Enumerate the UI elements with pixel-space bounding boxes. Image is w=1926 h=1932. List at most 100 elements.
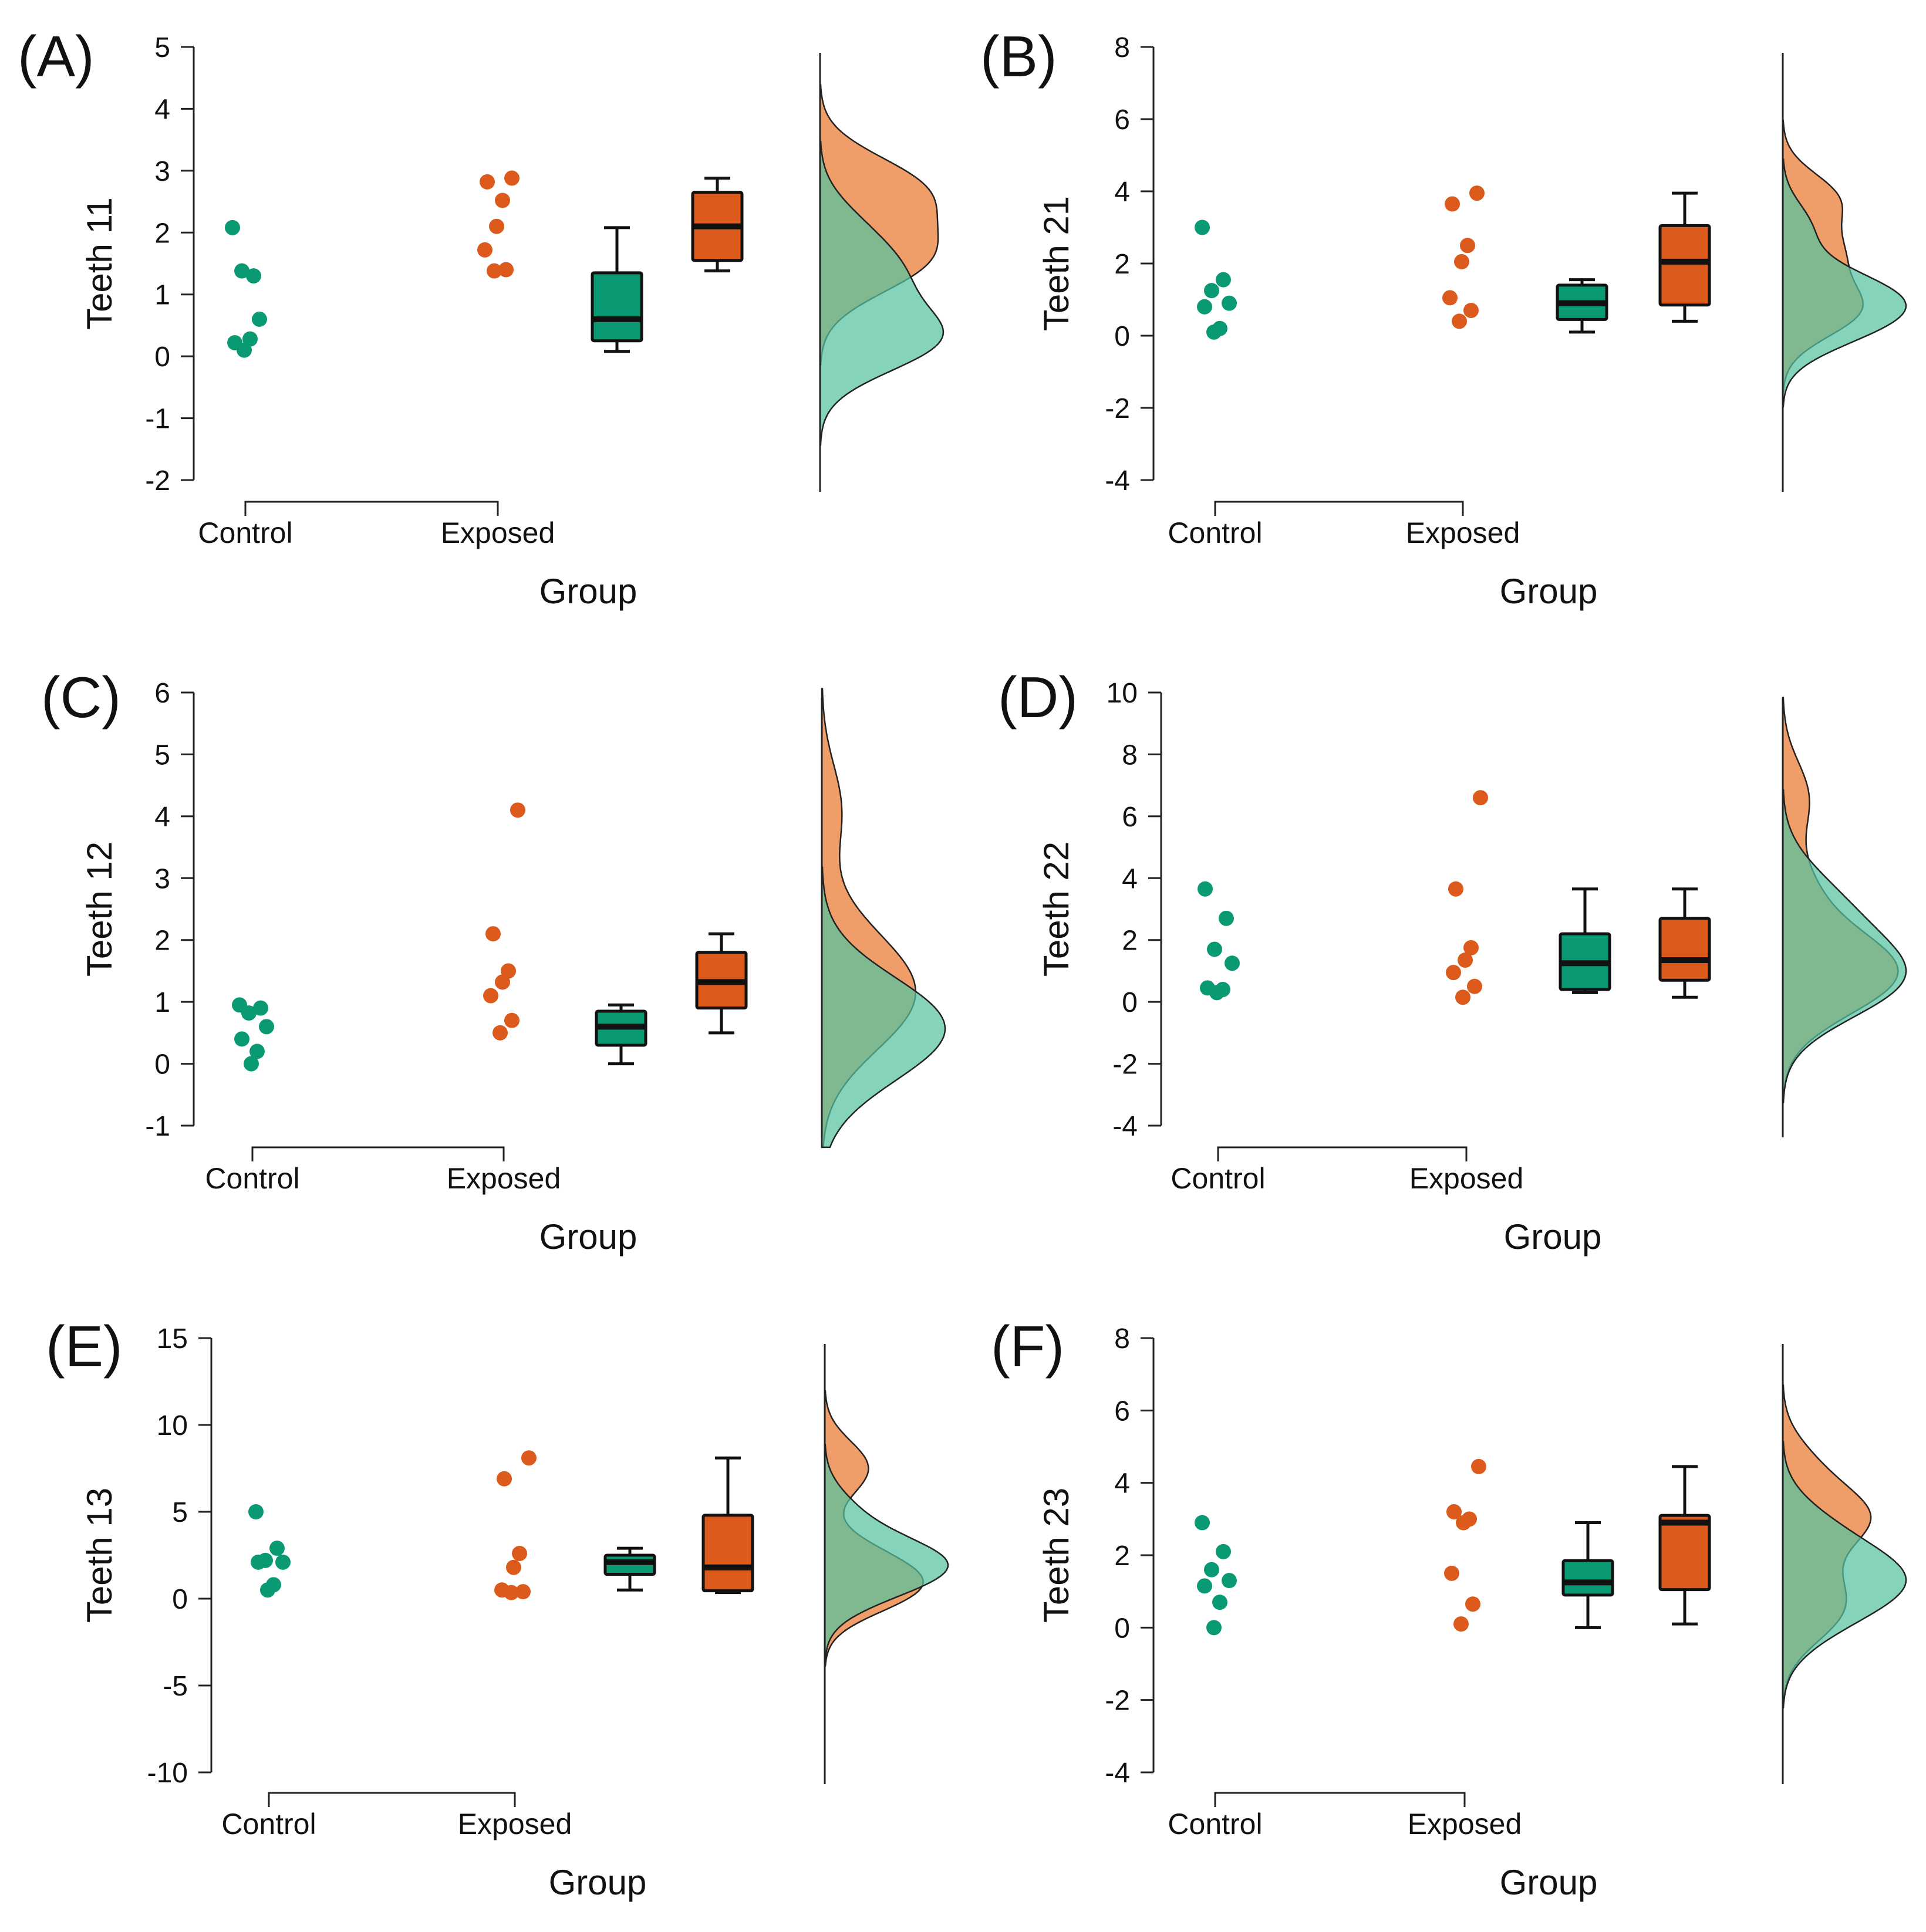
y-tick-label: 0 bbox=[1122, 987, 1138, 1018]
box-control bbox=[591, 226, 643, 353]
point-exposed bbox=[1454, 254, 1469, 269]
point-control bbox=[1197, 1578, 1212, 1594]
point-exposed bbox=[1456, 1515, 1471, 1531]
point-exposed bbox=[1448, 881, 1463, 897]
panel-f: (F) 8 6 4 2 0 -2 -4 Teeth 23 Control Exposed Group bbox=[991, 1314, 1907, 1902]
point-exposed bbox=[504, 170, 520, 186]
point-exposed bbox=[487, 263, 502, 279]
y-tick-label: -4 bbox=[1105, 465, 1130, 496]
x-tick-label-exposed: Exposed bbox=[1409, 1162, 1524, 1195]
point-exposed bbox=[1463, 302, 1479, 318]
point-exposed bbox=[1446, 965, 1461, 981]
point-exposed bbox=[1465, 1596, 1480, 1612]
x-axis-bracket bbox=[268, 1792, 516, 1807]
y-tick-label: 6 bbox=[1114, 1396, 1130, 1427]
panel-label: (E) bbox=[46, 1314, 123, 1379]
x-tick-label-control: Control bbox=[1168, 516, 1262, 549]
y-tick-label: 5 bbox=[154, 739, 170, 771]
y-tick-label: 0 bbox=[1114, 1613, 1130, 1644]
x-axis-bracket bbox=[1214, 501, 1464, 516]
point-exposed bbox=[1452, 313, 1467, 329]
density-control bbox=[824, 1444, 949, 1661]
y-tick-label: 1 bbox=[154, 987, 170, 1018]
point-exposed bbox=[495, 192, 510, 208]
y-tick-label: 6 bbox=[1114, 104, 1130, 136]
point-exposed bbox=[495, 974, 510, 990]
panel-b: (B) 8 6 4 2 0 -2 -4 Teeth 21 Control Exposed Group bbox=[980, 24, 1907, 611]
box-exposed bbox=[691, 177, 744, 273]
y-tick-label: 5 bbox=[172, 1497, 188, 1528]
point-exposed bbox=[521, 1450, 537, 1466]
panel-label: (C) bbox=[41, 665, 121, 729]
point-control bbox=[1207, 941, 1222, 957]
point-exposed bbox=[506, 1559, 521, 1575]
y-axis-title: Teeth 22 bbox=[1037, 842, 1076, 977]
box-control bbox=[595, 1003, 647, 1066]
point-control bbox=[249, 1043, 265, 1059]
point-exposed bbox=[483, 988, 498, 1004]
point-control bbox=[234, 1031, 249, 1047]
x-tick-label-control: Control bbox=[205, 1162, 299, 1195]
point-exposed bbox=[480, 174, 495, 190]
point-control bbox=[1225, 955, 1240, 971]
y-tick-label: 1 bbox=[154, 280, 170, 311]
density-control bbox=[819, 140, 945, 446]
point-control bbox=[246, 268, 261, 284]
point-control bbox=[237, 342, 252, 358]
panel-c: (C) 6 5 4 3 2 1 0 -1 Teeth 12 Control Exposed Group bbox=[41, 665, 946, 1257]
x-axis-bracket bbox=[1214, 1792, 1466, 1807]
x-axis-title: Group bbox=[1500, 572, 1598, 611]
x-tick-label-exposed: Exposed bbox=[441, 516, 555, 549]
y-tick-label: 5 bbox=[154, 32, 170, 63]
panel-e: (E) 15 10 5 0 -5 -10 Teeth 13 Control Exposed Grou… bbox=[46, 1314, 949, 1902]
point-exposed bbox=[1471, 1458, 1486, 1474]
box-exposed bbox=[695, 932, 748, 1035]
point-exposed bbox=[1442, 290, 1458, 306]
point-control bbox=[1222, 1573, 1237, 1589]
point-exposed bbox=[497, 1471, 512, 1487]
point-control bbox=[1216, 1543, 1231, 1559]
box-control bbox=[1559, 887, 1611, 994]
point-exposed bbox=[1467, 978, 1482, 994]
box-exposed bbox=[1658, 191, 1711, 323]
point-control bbox=[1195, 219, 1210, 235]
point-exposed bbox=[1460, 238, 1475, 254]
y-tick-label: 3 bbox=[154, 156, 170, 187]
y-tick-label: 10 bbox=[1107, 678, 1138, 709]
box-control bbox=[603, 1546, 656, 1592]
point-control bbox=[1212, 1595, 1227, 1610]
x-axis-title: Group bbox=[1504, 1217, 1602, 1257]
point-control bbox=[241, 1005, 257, 1021]
panel-label: (A) bbox=[18, 24, 95, 89]
y-tick-label: 0 bbox=[154, 342, 170, 373]
x-tick-label-exposed: Exposed bbox=[447, 1162, 561, 1195]
y-tick-label: 15 bbox=[157, 1323, 188, 1355]
y-tick-label: 2 bbox=[154, 218, 170, 249]
y-tick-label: 3 bbox=[154, 863, 170, 894]
point-control bbox=[1198, 881, 1213, 897]
density-control bbox=[1782, 158, 1907, 407]
box-control bbox=[1561, 1521, 1614, 1629]
point-exposed bbox=[493, 1025, 508, 1041]
panel-a: (A) 5 4 3 2 1 0 -1 -2 Teeth 11 Control Exposed Group bbox=[18, 24, 945, 611]
panel-label: (B) bbox=[980, 24, 1057, 89]
y-tick-label: 2 bbox=[1114, 249, 1130, 280]
point-control bbox=[252, 311, 267, 327]
point-control bbox=[259, 1019, 274, 1035]
panel-label: (F) bbox=[991, 1314, 1064, 1379]
y-tick-label: 4 bbox=[1122, 863, 1138, 894]
y-tick-label: 0 bbox=[1114, 321, 1130, 352]
y-axis-title: Teeth 13 bbox=[80, 1488, 119, 1623]
y-axis-title: Teeth 12 bbox=[80, 842, 119, 977]
point-control bbox=[234, 263, 249, 279]
point-control bbox=[269, 1541, 285, 1556]
y-tick-label: -2 bbox=[1105, 393, 1130, 424]
y-tick-label: -2 bbox=[145, 465, 170, 496]
box-exposed bbox=[1658, 1465, 1711, 1626]
point-control bbox=[244, 1056, 259, 1072]
point-exposed bbox=[1446, 1504, 1462, 1519]
point-control bbox=[1204, 283, 1219, 299]
y-tick-label: -10 bbox=[147, 1758, 188, 1789]
point-exposed bbox=[1458, 952, 1473, 968]
